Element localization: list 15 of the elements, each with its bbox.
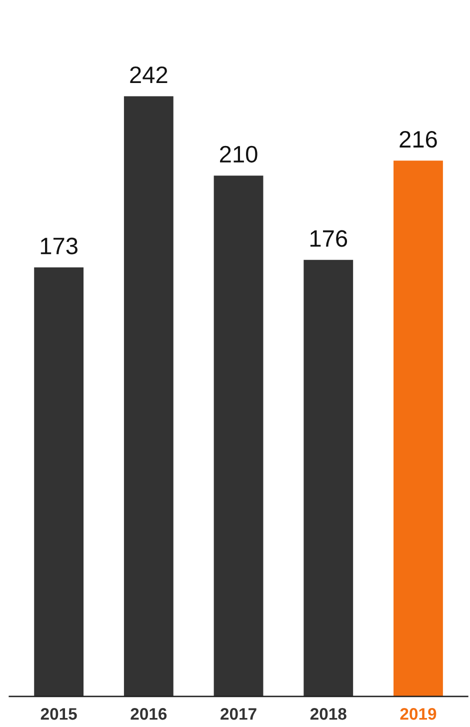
bar	[304, 260, 354, 696]
data-label: 210	[220, 146, 258, 163]
bar	[214, 176, 264, 696]
data-label: 173	[40, 238, 78, 254]
x-tick-label: 2016	[130, 708, 167, 720]
x-tick-label: 2017	[220, 708, 256, 720]
x-tick-label: 2015	[40, 708, 77, 720]
bar	[394, 160, 443, 696]
x-tick-label: 2019	[400, 708, 436, 720]
data-label: 176	[310, 230, 348, 247]
bar	[34, 267, 84, 696]
data-label: 216	[400, 130, 437, 148]
bar	[124, 96, 174, 696]
x-tick-label: 2018	[310, 708, 346, 720]
data-label: 242	[130, 66, 168, 83]
